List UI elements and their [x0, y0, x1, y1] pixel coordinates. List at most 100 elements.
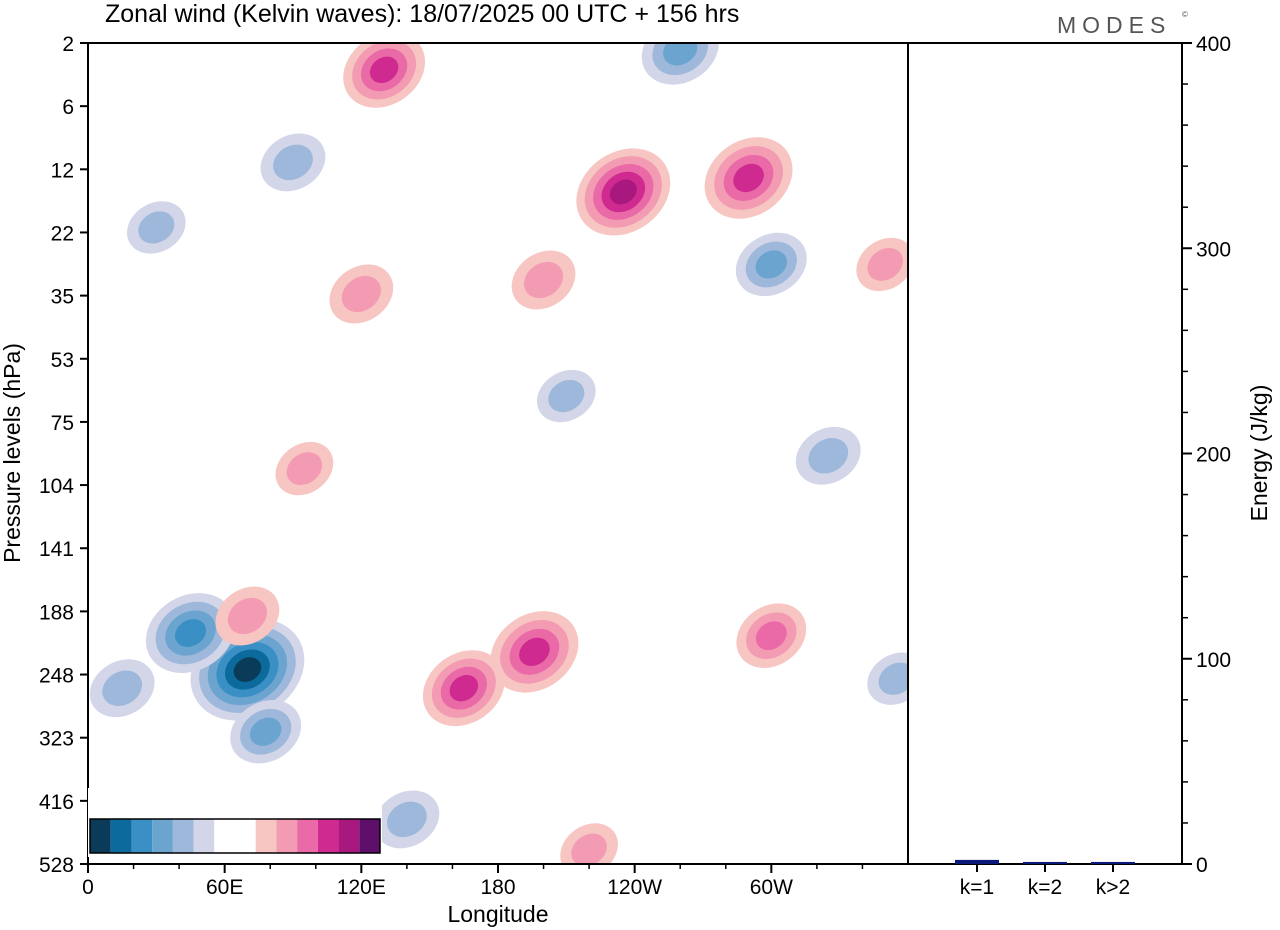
anomaly-contour [663, 43, 698, 66]
anomaly-cell [511, 250, 576, 310]
y-tick-label: 75 [51, 412, 74, 435]
energy-tick-label: 100 [1196, 649, 1231, 672]
anomaly-contour [867, 248, 903, 281]
anomaly-cell [736, 603, 807, 668]
anomaly-cell [230, 700, 302, 764]
energy-bar [1091, 861, 1135, 864]
anomaly-contour [571, 833, 607, 864]
energy-bar [1023, 861, 1067, 864]
hovmoller-panel: 0 60E 120E 180 120W 60W 2 6 12 22 35 53 75 104 141 188… [0, 33, 909, 927]
anomaly-cell [576, 148, 671, 236]
anomaly-contour [341, 275, 381, 313]
anomaly-contour [286, 452, 323, 486]
energy-panel: k=1 k=2 k>2 0 100 200 300 400 Energy (J/kg) [907, 33, 1272, 899]
anomaly-cell [329, 264, 394, 324]
y-tick-label: 104 [39, 475, 74, 498]
colorbar-frame [89, 818, 381, 854]
anomaly-contour [523, 261, 564, 299]
y-tick-label: 416 [39, 791, 74, 814]
anomaly-contour [174, 619, 207, 647]
y-tick-label: 53 [51, 349, 74, 372]
energy-axis-ticks: 0 100 200 300 400 [1182, 33, 1231, 877]
energy-category-label: k=1 [960, 876, 994, 899]
anomaly-contour [519, 637, 550, 667]
anomaly-contour [755, 621, 787, 651]
colorbar-swatch [359, 819, 380, 853]
anomaly-cell [374, 790, 440, 849]
anomaly-contour [369, 56, 399, 84]
energy-category-label: k=2 [1028, 876, 1062, 899]
anomaly-cell [704, 137, 793, 219]
anomaly-contour [733, 163, 764, 193]
energy-tick-label: 0 [1196, 854, 1208, 877]
energy-bars [955, 859, 1135, 864]
anomaly-contour [609, 179, 637, 205]
anomaly-cell [215, 586, 280, 646]
anomaly-cell [343, 43, 426, 108]
energy-axis-label: Energy (J/kg) [1246, 385, 1272, 522]
anomaly-cell [126, 201, 186, 254]
anomaly-cell [275, 441, 334, 496]
anomaly-contour [138, 211, 175, 244]
y-axis-ticks: 2 6 12 22 35 53 75 104 141 188 248 323 416 528 [39, 33, 88, 877]
anomaly-cell [89, 659, 155, 718]
x-tick-label: 120E [337, 876, 386, 899]
anomaly-cell [795, 426, 861, 485]
chart-title: Zonal wind (Kelvin waves): 18/07/2025 00… [105, 0, 739, 28]
colorbar-swatch [297, 819, 318, 853]
colorbar-swatch [172, 819, 194, 853]
anomaly-contour [878, 662, 908, 695]
colorbar-swatch [152, 819, 173, 853]
anomaly-contour [233, 657, 262, 682]
x-tick-label: 120W [607, 876, 662, 899]
y-tick-label: 323 [39, 728, 74, 751]
y-tick-label: 12 [51, 159, 74, 182]
anomaly-contour [102, 670, 143, 706]
y-tick-label: 141 [39, 538, 74, 561]
anomaly-cell [260, 133, 326, 192]
anomaly-cell [735, 232, 807, 297]
x-axis-label: Longitude [447, 901, 548, 927]
anomaly-cell [490, 611, 579, 693]
anomaly-cell [536, 369, 596, 423]
anomaly-contour [808, 438, 849, 474]
anomaly-contour [548, 379, 585, 413]
y-tick-label: 2 [62, 33, 74, 56]
anomaly-cell [867, 652, 908, 705]
anomaly-contour [273, 144, 313, 181]
y-tick-label: 528 [39, 854, 74, 877]
colorbar-swatch [276, 819, 298, 853]
colorbar-legend: -12-8-404812 [88, 788, 382, 857]
anomaly-contour [227, 597, 268, 635]
colorbar-swatch [317, 819, 339, 853]
y-tick-label: 35 [51, 286, 74, 309]
x-tick-label: 60E [206, 876, 243, 899]
colorbar-swatch [214, 819, 235, 853]
x-axis-ticks: 0 60E 120E 180 120W 60W [82, 864, 864, 899]
anomaly-cell [145, 593, 236, 673]
y-tick-label: 22 [51, 222, 74, 245]
colorbar-swatch [110, 819, 132, 853]
anomaly-cell [422, 650, 505, 727]
y-tick-label: 188 [39, 601, 74, 624]
colorbar-swatch [255, 819, 277, 853]
anomaly-cell [856, 237, 908, 292]
x-tick-label: 60W [750, 876, 793, 899]
x-tick-label: 0 [82, 876, 94, 899]
y-tick-label: 248 [39, 665, 74, 688]
energy-category-label: k>2 [1096, 876, 1130, 899]
y-tick-label: 6 [62, 96, 74, 119]
energy-tick-label: 300 [1196, 238, 1231, 261]
logo-copyright-mark: © [1182, 10, 1188, 19]
anomaly-cell [641, 43, 719, 85]
anomaly-contour [449, 674, 479, 702]
colorbar-swatch [90, 819, 111, 853]
energy-category-labels: k=1 k=2 k>2 [960, 864, 1130, 899]
colorbar-swatch [338, 819, 360, 853]
x-tick-label: 180 [480, 876, 515, 899]
colorbar-swatch [131, 819, 153, 853]
energy-tick-label: 400 [1196, 33, 1231, 56]
modes-logo: MODES [1057, 12, 1171, 38]
contour-field [89, 43, 908, 864]
